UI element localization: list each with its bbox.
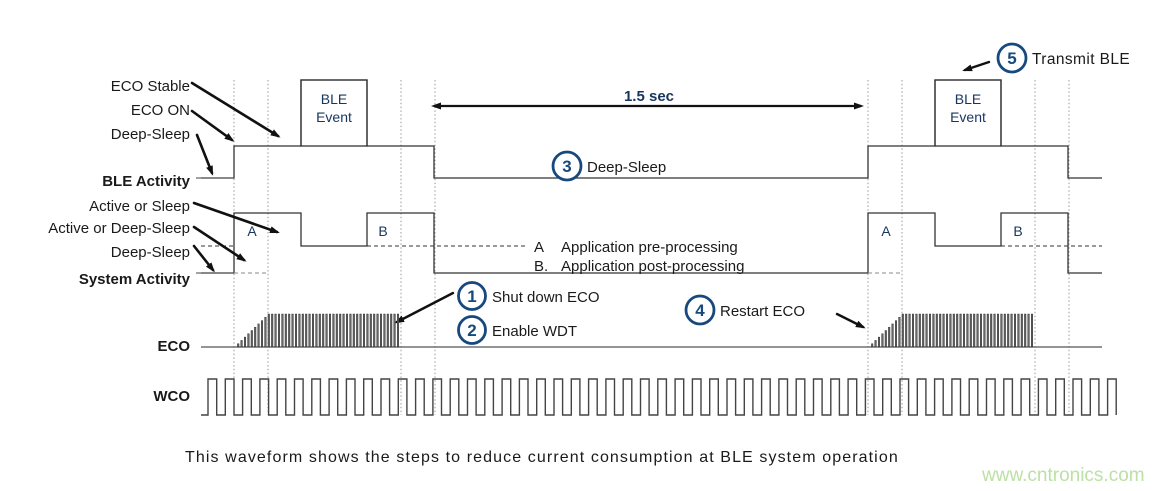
svg-text:This waveform shows the steps: This waveform shows the steps to reduce … [185, 449, 899, 466]
svg-text:BLE Activity: BLE Activity [102, 173, 190, 190]
svg-text:3: 3 [562, 157, 571, 176]
svg-text:Restart ECO: Restart ECO [720, 303, 805, 320]
svg-text:Deep-Sleep: Deep-Sleep [111, 244, 190, 261]
svg-text:B.: B. [534, 258, 548, 275]
svg-text:ECO: ECO [157, 338, 190, 355]
svg-text:B: B [378, 223, 387, 239]
svg-text:4: 4 [695, 301, 705, 320]
svg-text:A: A [881, 223, 891, 239]
svg-text:BLE: BLE [321, 91, 347, 107]
svg-text:Deep-Sleep: Deep-Sleep [587, 159, 666, 176]
svg-text:Enable WDT: Enable WDT [492, 323, 577, 340]
svg-text:2: 2 [467, 321, 476, 340]
svg-text:Event: Event [950, 109, 986, 125]
svg-text:ECO ON: ECO ON [131, 102, 190, 119]
svg-text:Active or Deep-Sleep: Active or Deep-Sleep [48, 220, 190, 237]
svg-text:1: 1 [467, 287, 476, 306]
svg-text:WCO: WCO [153, 388, 190, 405]
svg-text:Active or Sleep: Active or Sleep [89, 198, 190, 215]
svg-text:BLE: BLE [955, 91, 981, 107]
svg-text:Application pre-processing: Application pre-processing [561, 239, 738, 256]
svg-text:A: A [534, 239, 544, 256]
svg-text:Deep-Sleep: Deep-Sleep [111, 126, 190, 143]
svg-text:B: B [1013, 223, 1022, 239]
svg-text:Application post-processing: Application post-processing [561, 258, 744, 275]
svg-text:Event: Event [316, 109, 352, 125]
svg-text:ECO Stable: ECO Stable [111, 78, 190, 95]
svg-text:www.cntronics.com: www.cntronics.com [981, 465, 1145, 486]
svg-text:System Activity: System Activity [79, 271, 191, 288]
svg-text:Transmit BLE: Transmit BLE [1032, 51, 1130, 68]
svg-text:1.5 sec: 1.5 sec [624, 88, 674, 105]
svg-text:Shut down ECO: Shut down ECO [492, 289, 600, 306]
svg-text:5: 5 [1007, 49, 1016, 68]
